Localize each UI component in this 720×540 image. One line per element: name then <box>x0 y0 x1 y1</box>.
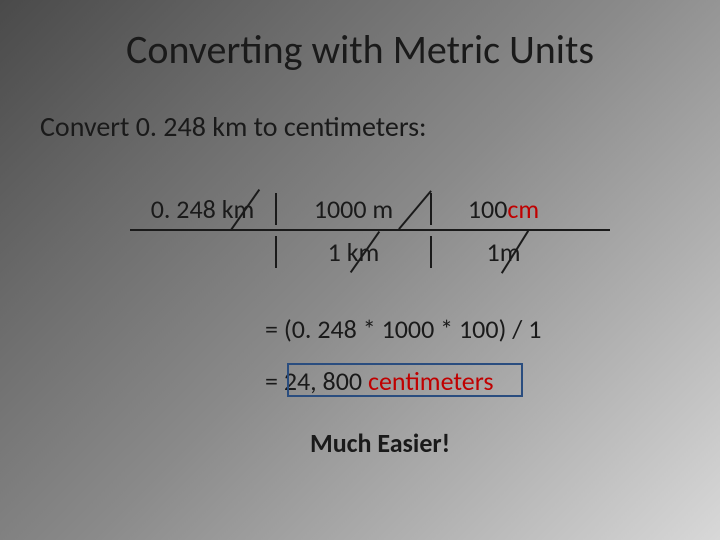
conversion-top-row: 0. 248 km 1000 m 100 cm <box>130 189 610 231</box>
result-line: = 24, 800 centimeters <box>265 365 494 397</box>
result-prefix: = <box>265 365 284 397</box>
cell-top-3: 100 cm <box>430 193 575 225</box>
cell-top-2: 1000 m <box>275 193 430 225</box>
cell-bottom-2: 1 km <box>275 236 430 268</box>
footer-text: Much Easier! <box>310 427 680 459</box>
cell-top-3-prefix: 100 <box>468 193 508 225</box>
result-unit: centimeters <box>368 365 494 397</box>
calculation-line: = (0. 248 * 1000 * 100) / 1 <box>265 313 680 345</box>
cell-top-3-unit: cm <box>507 193 539 225</box>
slide-subtitle: Convert 0. 248 km to centimeters: <box>40 109 680 144</box>
cell-bottom-3: 1m <box>430 236 575 268</box>
cell-top-1: 0. 248 km <box>130 193 275 225</box>
result-value: 24, 800 <box>284 365 368 397</box>
slide: Converting with Metric Units Convert 0. … <box>0 0 720 540</box>
conversion-table: 0. 248 km 1000 m 100 cm 1 km 1m <box>130 189 610 273</box>
slide-title: Converting with Metric Units <box>40 25 680 74</box>
conversion-bottom-row: 1 km 1m <box>130 231 610 273</box>
